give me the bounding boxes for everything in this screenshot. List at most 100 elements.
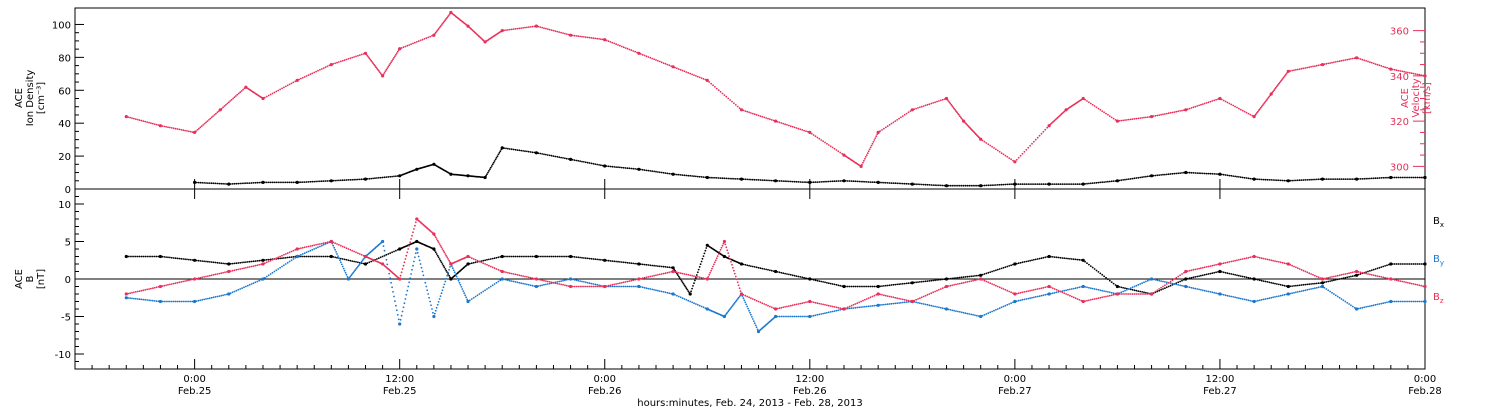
legend-bx-base: B (1433, 216, 1440, 227)
bx-trace-26-11 (898, 283, 900, 286)
density-trace-25-13 (970, 184, 973, 187)
velocity-trace-28-10 (930, 102, 933, 105)
bz-trace-26-4 (884, 294, 887, 297)
bz-trace-36-6 (1230, 260, 1233, 263)
by-trace-40-9 (1304, 289, 1307, 292)
bz-trace-27-8 (926, 293, 929, 296)
by-trace-30-6 (957, 310, 959, 313)
by-trace-0-11 (146, 299, 149, 301)
bx-trace-1-7 (172, 257, 175, 259)
by-trace-14-1 (469, 299, 471, 302)
bz-trace-40-13 (1380, 276, 1383, 278)
by-trace-9-7 (388, 272, 391, 275)
velocity-trace-42-1 (1289, 70, 1292, 72)
density-trace-0-2 (197, 181, 200, 184)
by-trace-28-14 (903, 301, 906, 304)
bz-trace-9-15 (413, 228, 415, 230)
bz-trace-29-12 (1002, 288, 1005, 290)
by-trace-17-1 (571, 278, 574, 281)
by-trace-25-2 (778, 315, 781, 318)
bz-trace-33-16 (1146, 293, 1149, 295)
bx-trace-30-15 (1042, 256, 1045, 259)
velocity-point-24 (808, 130, 812, 134)
by-trace-23-12 (751, 318, 754, 320)
bz-trace-31-15 (1076, 298, 1079, 300)
bz-trace-24-15 (837, 306, 840, 309)
bz-trace-2-16 (224, 271, 226, 274)
bz-trace-4-3 (267, 260, 270, 263)
density-trace-26-12 (1002, 183, 1005, 186)
bz-trace-19-9 (689, 274, 692, 277)
by-trace-30-14 (972, 313, 974, 316)
by-trace-4-12 (284, 263, 287, 265)
bz-point-18 (637, 277, 641, 281)
by-trace-11-2 (417, 255, 420, 258)
bz-trace-30-9 (1031, 289, 1033, 292)
velocity-trace-11-5 (437, 28, 440, 30)
density-trace-27-16 (1044, 183, 1047, 186)
by-trace-5-6 (307, 250, 310, 253)
by-trace-14-11 (488, 286, 490, 289)
velocity-trace-7-7 (343, 59, 346, 62)
velocity-trace-42-14 (1314, 65, 1316, 67)
bz-trace-18-16 (668, 271, 671, 274)
velocity-trace-21-14 (733, 102, 735, 105)
by-trace-11-16 (431, 308, 433, 310)
density-trace-17-12 (695, 175, 697, 178)
bz-trace-0-4 (133, 291, 135, 294)
density-trace-11-2 (486, 173, 488, 176)
by-trace-32-8 (1029, 297, 1031, 300)
bx-trace-28-6 (957, 276, 959, 279)
density-trace-30-2 (1120, 179, 1123, 182)
bz-trace-17-5 (613, 283, 616, 286)
bx-trace-26-1 (879, 285, 881, 288)
by-trace-23-8 (748, 309, 750, 312)
bx-trace-19-9 (697, 268, 700, 271)
velocity-trace-21-7 (719, 90, 722, 93)
bx-point-23 (774, 269, 778, 274)
bx-trace-38-16 (1317, 282, 1320, 285)
density-trace-25-3 (951, 184, 954, 187)
by-trace-13-14 (463, 292, 466, 295)
by-trace-18-7 (617, 285, 619, 288)
by-trace-19-14 (664, 291, 667, 294)
bz-trace-22-5 (750, 297, 752, 300)
velocity-trace-23-7 (788, 124, 790, 127)
bz-trace-5-12 (319, 243, 321, 245)
by-trace-37-16 (1215, 292, 1217, 295)
bz-trace-34-9 (1167, 281, 1170, 284)
by-point-2 (193, 299, 197, 304)
bz-trace-11-7 (439, 244, 442, 247)
by-trace-43-15 (1418, 300, 1421, 303)
bx-trace-31-6 (1059, 256, 1062, 259)
velocity-trace-43-11 (1342, 59, 1345, 62)
density-trace-30-12 (1139, 176, 1142, 179)
bz-trace-5-9 (313, 244, 316, 247)
by-trace-37-15 (1213, 291, 1216, 294)
velocity-trace-9-15 (395, 52, 398, 55)
bx-trace-0-5 (134, 255, 137, 258)
by-trace-30-5 (955, 310, 957, 312)
bz-trace-18-13 (662, 272, 665, 275)
velocity-trace-36-4 (1124, 119, 1126, 121)
velocity-trace-10-15 (427, 36, 430, 39)
density-trace-19-2 (744, 178, 747, 181)
bx-trace-27-14 (938, 278, 940, 281)
bz-trace-27-2 (915, 298, 917, 301)
bz-trace-32-9 (1099, 296, 1102, 299)
bx-trace-32-2 (1086, 262, 1088, 265)
density-trace-2-12 (284, 181, 287, 184)
by-trace-2-15 (222, 294, 225, 297)
density-trace-5-10 (383, 176, 386, 179)
bz-trace-34-6 (1162, 285, 1164, 288)
bx-trace-2-5 (203, 260, 206, 263)
density-trace-13-15 (564, 157, 566, 160)
bz-trace-16-10 (588, 285, 591, 288)
bz-trace-0-16 (155, 286, 158, 289)
by-trace-27-3 (848, 307, 851, 310)
bx-trace-29-14 (1006, 265, 1009, 268)
velocity-trace-23-9 (791, 125, 794, 128)
bx-trace-41-4 (1397, 263, 1400, 265)
